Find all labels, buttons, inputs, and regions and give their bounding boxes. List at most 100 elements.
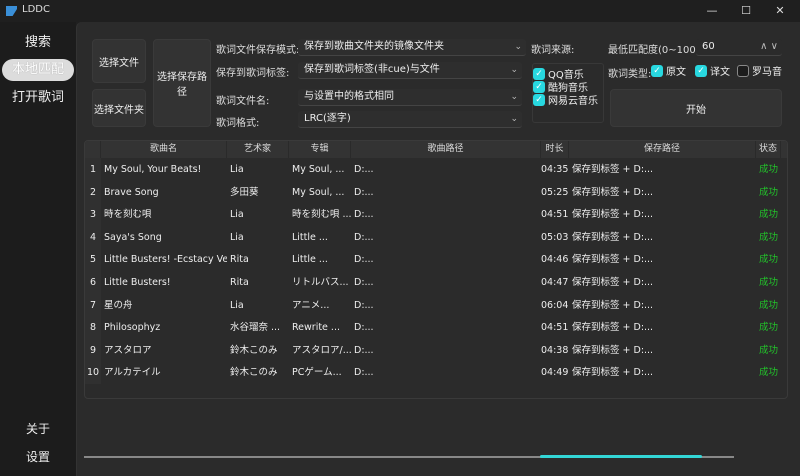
album-cell: リトルバス... <box>292 277 349 288</box>
min-score-spinbox[interactable]: 60 ∧ ∨ <box>696 39 782 56</box>
sidebar-item-local-match[interactable]: 本地匹配 <box>2 59 74 81</box>
source-netease-checkbox[interactable]: ✓ 网易云音乐 <box>533 92 598 107</box>
duration-cell: 06:04 <box>541 299 569 311</box>
table-row[interactable]: 9 アスタロア 鈴木このみ アスタロア/... D:... 04:38 保存到标签 + D:… <box>85 338 787 362</box>
row-index: 5 <box>85 248 101 272</box>
table-row[interactable]: 4 Saya's Song Lia Little ... D:... 05:03 保存到标签… <box>85 225 787 249</box>
album-cell: Little ... <box>292 254 328 266</box>
duration-cell: 05:25 <box>541 186 569 198</box>
sidebar-item-about[interactable]: 关于 <box>25 422 50 436</box>
source-qq-checkbox[interactable]: ✓ QQ音乐 <box>533 66 584 81</box>
filename-label: 歌词文件名: <box>216 96 270 107</box>
save-tag-value: 保存到歌词标签(非cue)与文件 <box>304 64 440 75</box>
minimize-button[interactable]: — <box>706 4 718 17</box>
format-value: LRC(逐字) <box>304 113 351 124</box>
album-cell: 時を刻む唄 ... <box>292 209 351 221</box>
sidebar-item-search[interactable]: 搜索 <box>24 35 51 50</box>
table-row[interactable]: 7 星の舟 Lia アニメ... D:... 06:04 保存到标签 + D:... 成功 <box>85 293 787 317</box>
album-cell: PCゲーム... <box>292 367 342 379</box>
album-cell: アニメ... <box>292 299 330 311</box>
type-romaji-checkbox[interactable]: 罗马音 <box>737 63 782 78</box>
path-cell: D:... <box>354 209 374 221</box>
row-index: 4 <box>85 225 101 249</box>
header-path[interactable]: 歌曲路径 <box>351 141 541 158</box>
save-mode-select[interactable]: 保存到歌曲文件夹的镜像文件夹 ⌄ <box>298 39 526 56</box>
row-index: 1 <box>85 158 101 181</box>
artist-cell: Lia <box>230 164 244 175</box>
save-path-cell: 保存到标签 + D:... <box>572 254 654 266</box>
save-path-cell: 保存到标签 + D:... <box>572 186 654 198</box>
duration-cell: 04:51 <box>541 209 569 221</box>
type-original-checkbox[interactable]: ✓ 原文 <box>651 63 686 78</box>
start-button[interactable]: 开始 <box>610 89 782 127</box>
row-index: 3 <box>85 203 101 227</box>
sidebar: 搜索 本地匹配 打开歌词 关于 设置 <box>0 22 76 476</box>
select-save-path-button[interactable]: 选择保存路径 <box>153 39 211 127</box>
results-table: 歌曲名 艺术家 专辑 歌曲路径 时长 保存路径 状态 1 My Soul, You… <box>84 140 788 399</box>
song-cell: 星の舟 <box>104 299 133 311</box>
select-folder-button[interactable]: 选择文件夹 <box>92 89 146 127</box>
path-cell: D:... <box>354 367 374 379</box>
header-album[interactable]: 专辑 <box>289 141 351 158</box>
table-header: 歌曲名 艺术家 专辑 歌曲路径 时长 保存路径 状态 <box>85 141 787 158</box>
select-file-button[interactable]: 选择文件 <box>92 39 146 83</box>
filename-select[interactable]: 与设置中的格式相同 ⌄ <box>298 89 522 106</box>
save-path-cell: 保存到标签 + D:... <box>572 299 654 311</box>
sidebar-item-settings[interactable]: 设置 <box>25 450 50 464</box>
header-save-path[interactable]: 保存路径 <box>569 141 756 158</box>
status-cell: 成功 <box>759 164 779 175</box>
table-row[interactable]: 5 Little Busters! -Ecstacy Ver.- Rita Littl… <box>85 248 787 272</box>
song-cell: アスタロア <box>104 344 152 356</box>
duration-cell: 04:51 <box>541 322 569 334</box>
spin-arrows-icon[interactable]: ∧ ∨ <box>760 41 778 52</box>
path-cell: D:... <box>354 254 374 266</box>
check-icon: ✓ <box>695 64 707 77</box>
artist-cell: Rita <box>230 277 249 288</box>
type-romaji-label: 罗马音 <box>752 67 782 78</box>
status-cell: 成功 <box>759 254 779 266</box>
status-cell: 成功 <box>759 322 779 334</box>
min-score-value: 60 <box>702 41 715 52</box>
progress-bar <box>84 455 734 458</box>
header-artist[interactable]: 艺术家 <box>227 141 289 158</box>
table-row[interactable]: 10 アルカテイル 鈴木このみ PCゲーム... D:... 04:49 保存到标签 + D… <box>85 361 787 385</box>
duration-cell: 04:47 <box>541 277 569 288</box>
chevron-down-icon: ⌄ <box>510 92 518 102</box>
album-cell: Little ... <box>292 231 328 243</box>
path-cell: D:... <box>354 164 374 175</box>
table-row[interactable]: 8 Philosophyz 水谷瑠奈 ... Rewrite ... D:... 04:5… <box>85 316 787 340</box>
source-netease-label: 网易云音乐 <box>548 96 598 107</box>
table-row[interactable]: 2 Brave Song 多田葵 My Soul, ... D:... 05:25 保存到标… <box>85 180 787 204</box>
save-path-cell: 保存到标签 + D:... <box>572 277 654 288</box>
check-icon: ✓ <box>533 80 545 93</box>
header-status[interactable]: 状态 <box>756 141 781 158</box>
check-icon: ✓ <box>533 93 545 106</box>
status-cell: 成功 <box>759 231 779 243</box>
save-mode-label: 歌词文件保存模式: <box>216 45 300 56</box>
table-row[interactable]: 6 Little Busters! Rita リトルバス... D:... 04:47 保存… <box>85 271 787 294</box>
duration-cell: 05:03 <box>541 231 569 243</box>
album-cell: My Soul, ... <box>292 186 345 198</box>
save-path-cell: 保存到标签 + D:... <box>572 231 654 243</box>
sidebar-item-open-lyrics[interactable]: 打开歌词 <box>11 90 64 105</box>
table-row[interactable]: 1 My Soul, Your Beats! Lia My Soul, ... D:..… <box>85 158 787 181</box>
close-button[interactable]: ✕ <box>775 4 785 17</box>
format-label: 歌词格式: <box>216 118 260 129</box>
format-select[interactable]: LRC(逐字) ⌄ <box>298 111 522 128</box>
path-cell: D:... <box>354 299 374 311</box>
maximize-button[interactable]: ☐ <box>741 4 751 17</box>
save-path-cell: 保存到标签 + D:... <box>572 322 654 334</box>
save-tag-select[interactable]: 保存到歌词标签(非cue)与文件 ⌄ <box>298 62 522 79</box>
source-kugou-checkbox[interactable]: ✓ 酷狗音乐 <box>533 79 588 94</box>
header-duration[interactable]: 时长 <box>541 141 569 158</box>
type-translation-checkbox[interactable]: ✓ 译文 <box>695 63 730 78</box>
type-original-label: 原文 <box>666 67 686 78</box>
table-row[interactable]: 3 時を刻む唄 Lia 時を刻む唄 ... D:... 04:51 保存到标签 + D:..… <box>85 203 787 227</box>
type-translation-label: 译文 <box>710 67 730 78</box>
path-cell: D:... <box>354 186 374 198</box>
header-song[interactable]: 歌曲名 <box>101 141 227 158</box>
row-index: 2 <box>85 180 101 204</box>
artist-cell: Lia <box>230 231 244 243</box>
path-cell: D:... <box>354 231 374 243</box>
song-cell: Saya's Song <box>104 231 162 243</box>
